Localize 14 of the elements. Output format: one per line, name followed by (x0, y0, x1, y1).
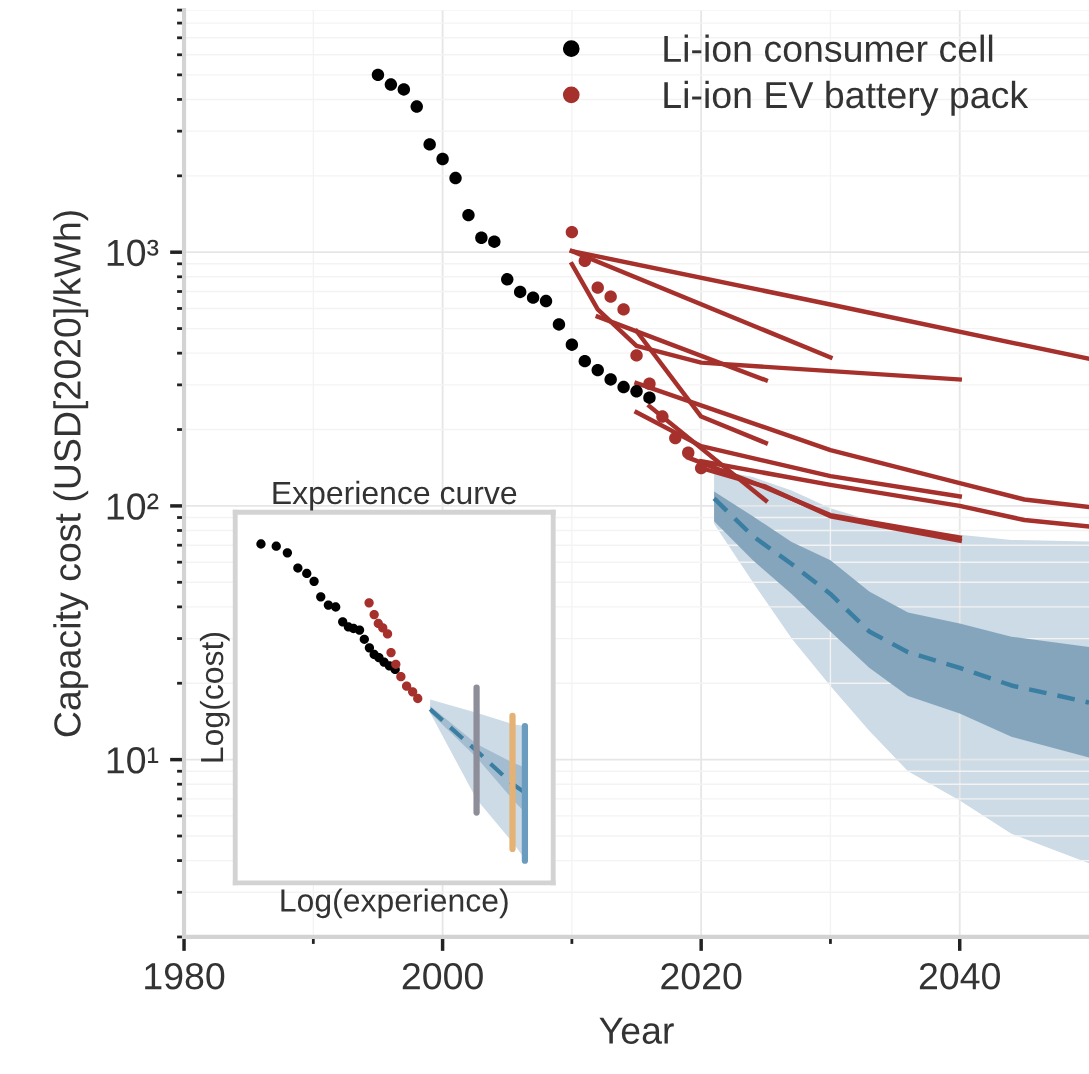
legend-label: Li-ion consumer cell (664, 34, 993, 63)
y-tick-label: 10¹ (107, 747, 159, 774)
x-axis-title: Year (599, 1017, 674, 1044)
legend-label: Li-ion EV battery pack (664, 80, 1029, 116)
y-tick-label: 10³ (107, 239, 159, 267)
x-tick-label: 2040 (919, 962, 1000, 990)
y-axis-title: Capacity cost (USD[2020]/kWh) (53, 211, 89, 737)
x-tick-label: 2020 (661, 962, 742, 990)
text: Log(experience) (281, 888, 508, 919)
text: Log(cost) (199, 632, 230, 762)
x-tick-label: 2000 (402, 962, 483, 990)
y-tick-label: 10² (107, 493, 159, 520)
x-tick-label: 1980 (145, 962, 225, 990)
text: Experience curve (273, 480, 517, 511)
